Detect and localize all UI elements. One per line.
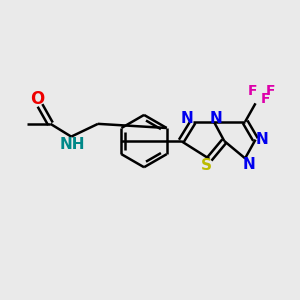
Text: N: N bbox=[242, 158, 255, 172]
Text: F: F bbox=[266, 84, 275, 98]
Text: N: N bbox=[256, 132, 268, 147]
Text: F: F bbox=[248, 84, 257, 98]
Text: NH: NH bbox=[59, 137, 85, 152]
Text: N: N bbox=[209, 111, 222, 126]
Text: O: O bbox=[31, 90, 45, 108]
Text: N: N bbox=[180, 111, 193, 126]
Text: S: S bbox=[200, 158, 211, 173]
Text: F: F bbox=[261, 92, 271, 106]
